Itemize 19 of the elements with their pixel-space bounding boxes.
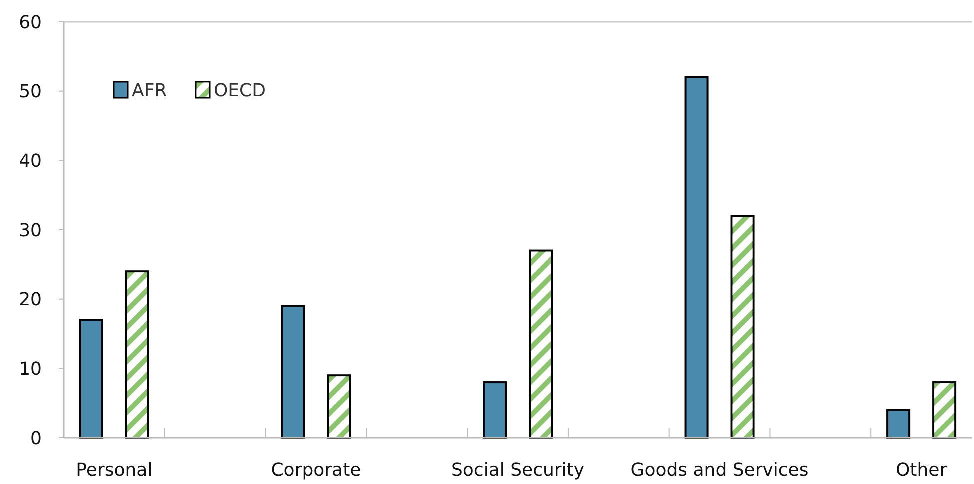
bar — [886, 409, 911, 439]
y-tick-label: 40 — [19, 150, 42, 172]
y-tick-label: 30 — [19, 220, 42, 242]
y-tick-label: 0 — [30, 428, 42, 450]
legend-label: OECD — [214, 80, 266, 102]
x-tick-label: Social Security — [451, 460, 585, 481]
bar — [281, 305, 306, 439]
bar — [684, 76, 709, 439]
y-tick-label: 60 — [19, 12, 42, 34]
x-tick-label: Goods and Services — [630, 460, 809, 481]
legend-label: AFR — [132, 80, 168, 102]
y-tick-label: 20 — [19, 290, 42, 311]
bar — [483, 382, 507, 439]
bar — [79, 319, 104, 439]
x-tick-label: Other — [896, 460, 948, 481]
x-tick-label: Corporate — [271, 460, 362, 481]
x-tick-label: Personal — [76, 460, 153, 481]
y-tick-label: 10 — [19, 358, 42, 380]
y-tick-label: 50 — [19, 82, 42, 103]
